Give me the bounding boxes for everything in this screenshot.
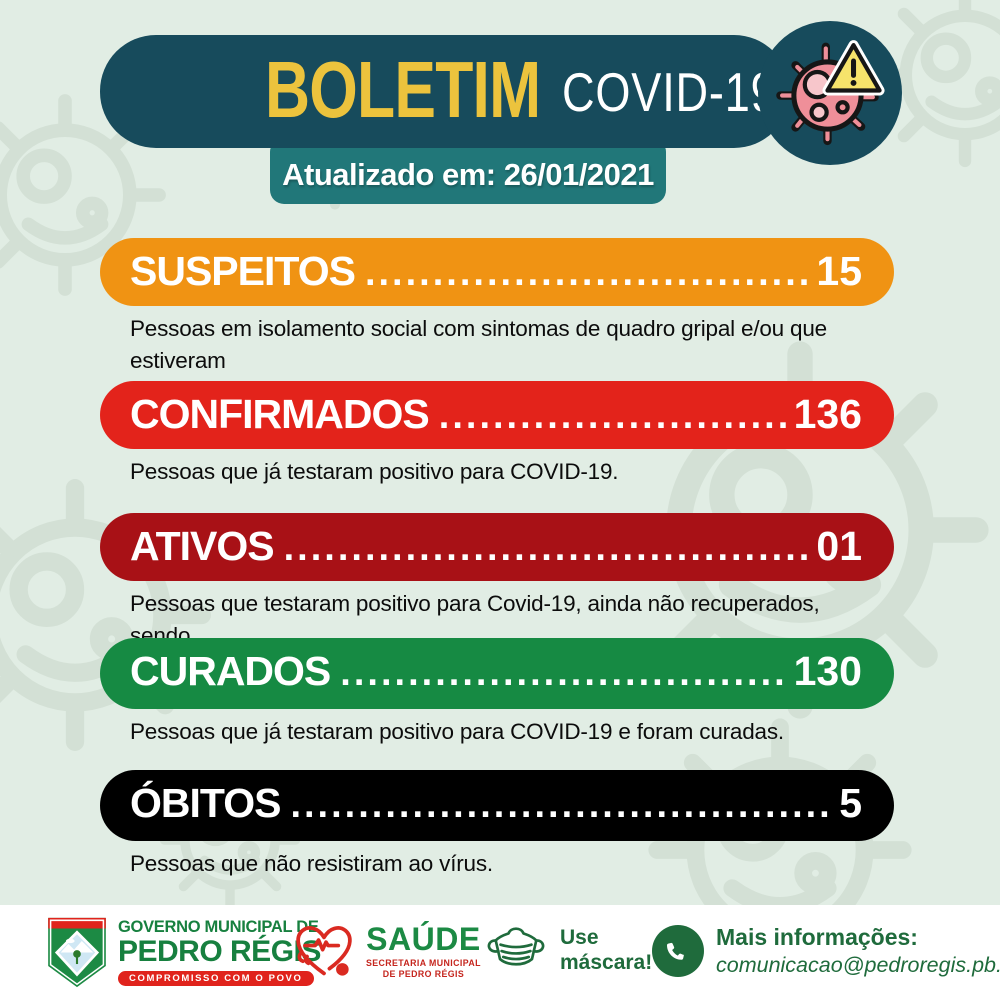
phone-badge [652, 924, 704, 977]
stat-pill-curados: CURADOS ................................… [100, 638, 894, 709]
header-banner: BOLETIM COVID-19 [100, 35, 790, 148]
dot-leader: ........................................… [290, 784, 834, 826]
footer-bar: GOVERNO MUNICIPAL DE PEDRO RÉGIS COMPROM… [0, 905, 1000, 1000]
section-confirmados: CONFIRMADOS ............................… [100, 381, 894, 488]
stat-pill-confirmados: CONFIRMADOS ............................… [100, 381, 894, 449]
municipal-shield-logo [48, 917, 106, 988]
mask-text-line2: máscara! [560, 951, 653, 974]
gov-logo: GOVERNO MUNICIPAL DE PEDRO RÉGIS COMPROM… [46, 916, 321, 989]
stat-description: Pessoas que já testaram positivo para CO… [130, 459, 619, 484]
dot-leader: ........................................… [438, 395, 788, 437]
stat-label: SUSPEITOS [130, 248, 356, 294]
stat-value: 01 [816, 523, 862, 569]
update-date-label: Atualizado em: 26/01/2021 [282, 157, 654, 192]
info-title: Mais informações: [716, 924, 918, 950]
page-subtitle: COVID-19 [562, 60, 777, 123]
contact-info: Mais informações: comunicacao@pedroregis… [652, 923, 1000, 979]
stat-label: ATIVOS [130, 523, 275, 569]
page-title: BOLETIM [265, 44, 541, 134]
stat-label: ÓBITOS [130, 780, 281, 826]
health-logo-name: SAÚDE [366, 920, 481, 957]
gov-logo-line1: GOVERNO MUNICIPAL DE [118, 918, 319, 936]
stat-description: Pessoas que não resistiram ao vírus. [130, 851, 493, 876]
phone-icon [667, 942, 684, 960]
health-logo-sub1: SECRETARIA MUNICIPAL [366, 957, 481, 968]
stat-value: 5 [839, 780, 862, 826]
mask-text-line1: Use [560, 925, 599, 949]
dot-leader: ........................................… [340, 652, 788, 694]
stat-value: 15 [816, 248, 862, 294]
health-logo: SAÚDE SECRETARIA MUNICIPAL DE PEDRO RÉGI… [290, 917, 481, 985]
virus-warning-icon [776, 40, 885, 146]
stat-description: Pessoas que já testaram positivo para CO… [130, 719, 784, 744]
stat-pill-suspeitos: SUSPEITOS ..............................… [100, 238, 894, 306]
info-email: comunicacao@pedroregis.pb.gov.br [716, 952, 1000, 977]
gov-logo-motto: COMPROMISSO COM O POVO [118, 970, 314, 986]
health-logo-sub2: DE PEDRO RÉGIS [382, 968, 465, 979]
stat-pill-ativos: ATIVOS .................................… [100, 513, 894, 581]
face-mask-icon [487, 927, 545, 966]
stat-value: 130 [793, 648, 862, 694]
mask-reminder: Use máscara! [484, 923, 652, 977]
virus-warning-badge [758, 21, 902, 165]
dot-leader: ........................................… [364, 252, 810, 294]
stat-value: 136 [793, 391, 862, 437]
stat-label: CONFIRMADOS [130, 391, 430, 437]
section-obitos: ÓBITOS .................................… [100, 770, 894, 880]
dot-leader: ........................................… [283, 527, 811, 569]
section-curados: CURADOS ................................… [100, 638, 894, 748]
stat-pill-obitos: ÓBITOS .................................… [100, 770, 894, 841]
stat-label: CURADOS [130, 648, 331, 694]
gov-logo-name: PEDRO RÉGIS [118, 934, 321, 968]
heart-stethoscope-icon [296, 926, 352, 976]
